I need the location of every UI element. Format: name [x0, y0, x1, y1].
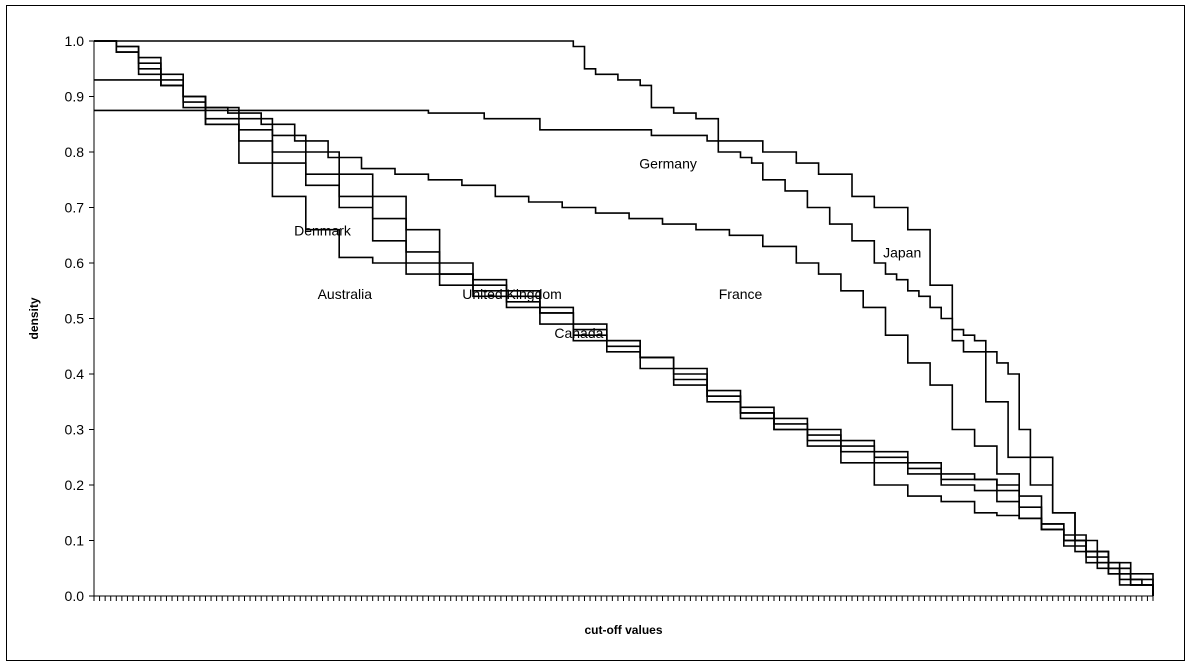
chart-frame: [6, 5, 1185, 661]
x-axis: [93, 595, 1154, 601]
y-tick-label: 0.9: [65, 89, 85, 105]
label-germany: Germany: [639, 156, 697, 172]
series-line-2: [94, 109, 1154, 596]
y-axis: 0.0 0.1 0.2 0.3 0.4 0.5 0.6 0.7 0.8 0.9 1.0: [65, 33, 95, 604]
label-denmark: Denmark: [294, 222, 352, 238]
y-tick-label: 0.5: [65, 311, 85, 327]
label-australia: Australia: [318, 286, 373, 302]
y-tick-label: 0.8: [65, 144, 85, 160]
y-tick-label: 0.6: [65, 255, 85, 271]
y-tick-label: 1.0: [65, 33, 85, 49]
label-france: France: [719, 286, 763, 302]
series-line-4: [94, 40, 1154, 596]
y-tick-label: 0.4: [65, 366, 85, 382]
label-united-kingdom: United Kingdom: [462, 286, 562, 302]
label-canada: Canada: [554, 325, 603, 341]
y-tick-label: 0.3: [65, 422, 85, 438]
x-axis-title: cut-off values: [584, 623, 662, 637]
y-tick-label: 0.7: [65, 200, 85, 216]
series-line-3: [94, 79, 1154, 596]
label-japan: Japan: [883, 244, 921, 260]
series-lines: [94, 40, 1154, 596]
series-line-7: [94, 40, 1154, 596]
annotations: Germany Japan Denmark Australia United Kingd…: [294, 156, 921, 341]
y-tick-label: 0.1: [65, 533, 85, 549]
y-tick-label: 0.2: [65, 477, 85, 493]
y-tick-label: 0.0: [65, 588, 85, 604]
y-axis-title: density: [27, 297, 41, 339]
series-line-1: [94, 40, 1154, 596]
